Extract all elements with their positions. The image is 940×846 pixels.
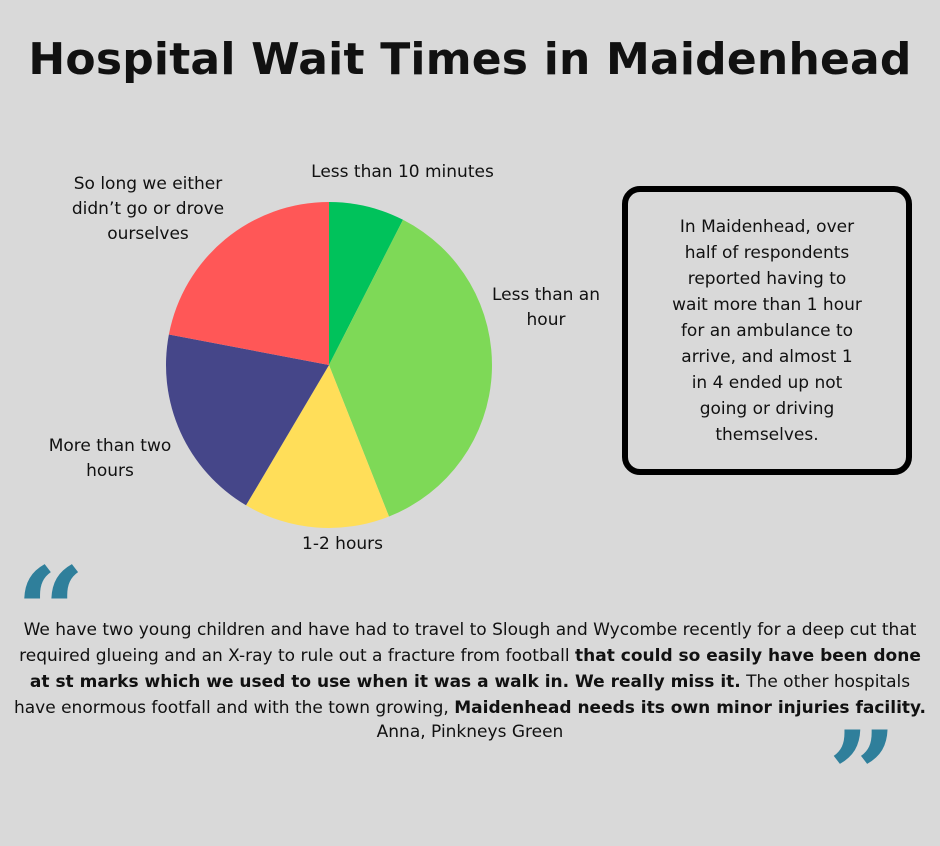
pie-slice-1 <box>329 202 403 365</box>
callout-box: In Maidenhead, over half of respondents … <box>622 186 912 475</box>
label-less-than-an-hour: Less than an hour <box>492 285 600 330</box>
label-more-than-two-hours: More than two hours <box>48 436 172 481</box>
close-quote-icon: ” <box>828 705 898 846</box>
callout-text: In Maidenhead, over half of respondents … <box>672 216 862 445</box>
label-1-2-hours: 1-2 hours <box>302 534 383 554</box>
quote-text-1: We have two young children and have had … <box>19 620 917 666</box>
open-quote-icon: “ <box>16 541 86 682</box>
pie-chart <box>166 202 492 528</box>
quote-attribution: Anna, Pinkneys Green <box>376 722 564 742</box>
pie-slice-4 <box>166 334 329 506</box>
pie-slice-5 <box>168 202 329 365</box>
quote-bold-2: Maidenhead needs its own minor injuries … <box>454 698 927 718</box>
label-less-than-10-minutes: Less than 10 minutes <box>311 162 494 182</box>
quote-text-2: The other hospitals have enormous footfa… <box>13 672 911 718</box>
label-so-long: So long we either didn’t go or drove our… <box>71 174 225 244</box>
quote-bold-1: that could so easily have been done at s… <box>29 646 921 692</box>
page-title: Hospital Wait Times in Maidenhead <box>28 34 912 85</box>
testimonial-quote: We have two young children and have had … <box>10 617 930 721</box>
pie-slice-2 <box>329 219 492 517</box>
pie-slice-3 <box>246 365 389 528</box>
